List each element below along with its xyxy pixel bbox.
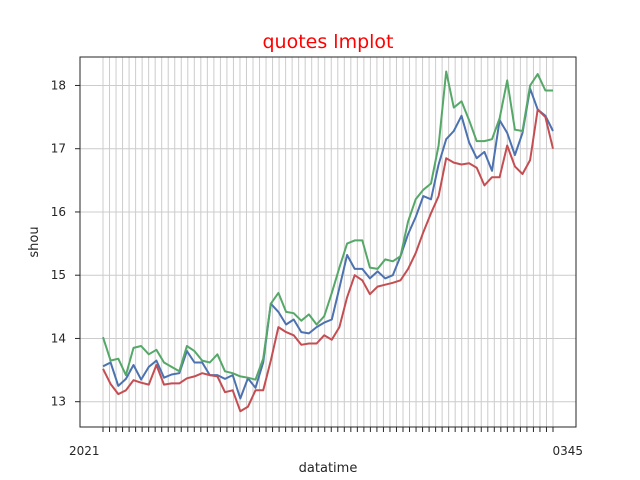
x-tick-label-first: 2021	[69, 444, 100, 458]
y-tick-label: 15	[51, 268, 66, 282]
y-tick-label: 18	[51, 78, 66, 92]
x-tick-labels: 2021 0345	[69, 444, 583, 458]
x-tick-label-last: 0345	[552, 444, 583, 458]
y-tick-labels: 13 14 15 16 17 18	[51, 78, 66, 408]
x-axis-label: datatime	[299, 461, 358, 476]
series-line-3	[102, 108, 554, 413]
y-tick-label: 13	[51, 395, 66, 409]
series-line-2	[102, 70, 553, 381]
grid	[75, 57, 576, 432]
y-tick-label: 16	[51, 205, 66, 219]
series-lines	[102, 70, 554, 413]
y-tick-label: 17	[51, 142, 66, 156]
series-line-1	[102, 87, 554, 400]
y-axis-label: shou	[27, 226, 42, 257]
chart-title: quotes lmplot	[262, 31, 393, 53]
plot-frame	[79, 56, 577, 428]
y-tick-label: 14	[51, 331, 66, 345]
